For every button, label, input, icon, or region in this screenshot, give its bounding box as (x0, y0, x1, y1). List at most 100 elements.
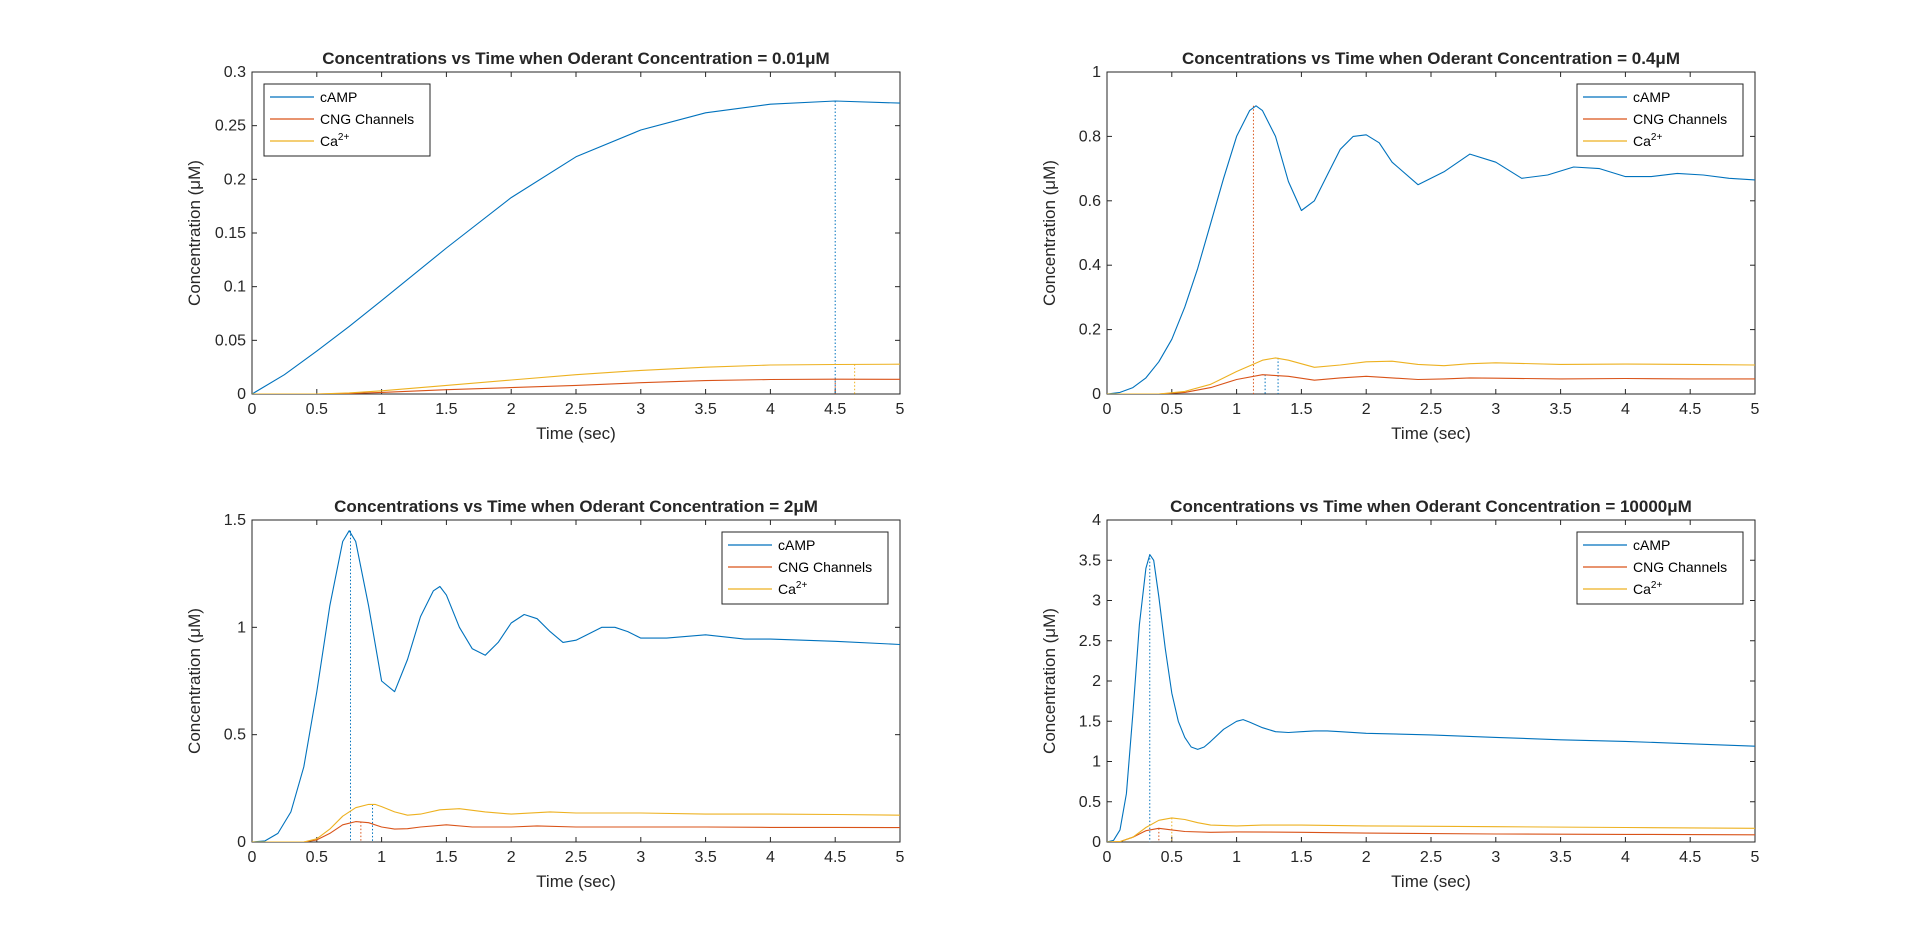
legend-label: cAMP (1633, 89, 1670, 105)
y-tick-label: 0.5 (1079, 794, 1101, 811)
series-line-2 (1107, 357, 1755, 394)
chart-title: Concentrations vs Time when Oderant Conc… (334, 497, 818, 516)
legend-box (721, 531, 889, 605)
x-tick-label: 3 (1491, 849, 1500, 866)
chart-title: Concentrations vs Time when Oderant Conc… (1182, 49, 1680, 68)
series-line-2 (1107, 817, 1755, 842)
x-tick-label: 2.5 (1420, 401, 1442, 418)
x-tick-label: 1 (1232, 849, 1241, 866)
legend-label: CNG Channels (1633, 111, 1727, 127)
x-tick-label: 3.5 (1549, 401, 1571, 418)
series-line-0 (1107, 554, 1755, 842)
legend-label: cAMP (778, 537, 815, 553)
x-tick-label: 0 (1103, 401, 1112, 418)
series-line-1 (1107, 374, 1755, 394)
x-tick-label: 2.5 (1420, 849, 1442, 866)
y-tick-label: 1 (237, 619, 246, 636)
x-axis-label: Time (sec) (536, 872, 616, 891)
subplot-4: 0 0.5 1 1.5 2 2.5 3 3.5 4 4.5 5 0 0.5 1 1.5 2 2.5 3 3.5 4 Co… (1040, 497, 1760, 891)
x-tick-label: 4.5 (824, 849, 846, 866)
x-tick-label: 3 (636, 401, 645, 418)
x-tick-label: 1 (377, 401, 386, 418)
series-line-0 (252, 100, 900, 394)
subplot-2: 0 0.5 1 1.5 2 2.5 3 3.5 4 4.5 5 0 0.2 0.4 0.6 0.8 1 Conce… (1040, 49, 1760, 443)
y-tick-label: 0.2 (1079, 322, 1101, 339)
x-tick-label: 0 (248, 849, 257, 866)
x-tick-label: 3.5 (694, 401, 716, 418)
y-tick-label: 0.2 (224, 171, 246, 188)
y-tick-label: 2 (1092, 673, 1101, 690)
x-tick-label: 3 (1491, 401, 1500, 418)
x-tick-label: 4 (766, 849, 775, 866)
x-tick-label: 1 (1232, 401, 1241, 418)
y-tick-label: 0.5 (224, 727, 246, 744)
x-tick-label: 1.5 (1290, 401, 1312, 418)
y-tick-label: 0 (237, 834, 246, 851)
x-tick-label: 0.5 (1161, 849, 1183, 866)
legend-label: CNG Channels (778, 559, 872, 575)
x-tick-label: 0.5 (306, 849, 328, 866)
series-line-0 (252, 530, 900, 842)
chart-title: Concentrations vs Time when Oderant Conc… (1170, 497, 1692, 516)
y-tick-label: 0 (237, 386, 246, 403)
x-tick-label: 5 (896, 849, 905, 866)
x-tick-label: 4.5 (1679, 849, 1701, 866)
x-tick-label: 0.5 (1161, 401, 1183, 418)
x-tick-label: 3 (636, 849, 645, 866)
x-tick-label: 4.5 (1679, 401, 1701, 418)
subplot-1: 0 0.5 1 1.5 2 2.5 3 3.5 4 4.5 5 0 0.05 0.1 0.15 0.2 0.25… (185, 49, 905, 443)
legend-label: cAMP (320, 89, 357, 105)
x-tick-label: 4.5 (824, 401, 846, 418)
legend-label: cAMP (1633, 537, 1670, 553)
series-line-2 (252, 363, 900, 394)
legend-box (263, 83, 431, 157)
y-tick-label: 1.5 (224, 512, 246, 529)
x-tick-label: 2 (507, 401, 516, 418)
x-axis-label: Time (sec) (1391, 872, 1471, 891)
y-tick-label: 0.25 (215, 118, 246, 135)
x-tick-label: 2 (507, 849, 516, 866)
series-line-0 (1107, 105, 1755, 394)
y-axis-label: Concentration (μM) (185, 160, 204, 306)
x-tick-label: 2.5 (565, 849, 587, 866)
x-tick-label: 4 (1621, 401, 1630, 418)
series-line-2 (252, 803, 900, 842)
x-tick-label: 1.5 (435, 401, 457, 418)
y-tick-label: 1 (1092, 64, 1101, 81)
x-tick-label: 2 (1362, 401, 1371, 418)
y-tick-label: 4 (1092, 512, 1101, 529)
x-tick-label: 5 (1751, 849, 1760, 866)
y-axis-label: Concentration (μM) (185, 608, 204, 754)
x-tick-label: 5 (1751, 401, 1760, 418)
series-line-1 (252, 821, 900, 842)
y-tick-label: 0.3 (224, 64, 246, 81)
x-tick-label: 1.5 (435, 849, 457, 866)
x-tick-label: 2.5 (565, 401, 587, 418)
y-tick-label: 1 (1092, 754, 1101, 771)
x-axis-label: Time (sec) (536, 424, 616, 443)
x-axis-label: Time (sec) (1391, 424, 1471, 443)
legend-label: CNG Channels (1633, 559, 1727, 575)
y-axis-label: Concentration (μM) (1040, 160, 1059, 306)
legend-box (1576, 83, 1744, 157)
y-tick-label: 0.4 (1079, 257, 1101, 274)
y-tick-label: 0.05 (215, 332, 246, 349)
y-tick-label: 0.8 (1079, 128, 1101, 145)
y-tick-label: 0 (1092, 386, 1101, 403)
y-axis-label: Concentration (μM) (1040, 608, 1059, 754)
legend-box (1576, 531, 1744, 605)
x-tick-label: 0 (1103, 849, 1112, 866)
y-tick-label: 0.15 (215, 225, 246, 242)
legend-label: CNG Channels (320, 111, 414, 127)
x-tick-label: 3.5 (1549, 849, 1571, 866)
y-tick-label: 0 (1092, 834, 1101, 851)
x-tick-label: 0.5 (306, 401, 328, 418)
x-tick-label: 4 (1621, 849, 1630, 866)
x-tick-label: 1.5 (1290, 849, 1312, 866)
x-tick-label: 5 (896, 401, 905, 418)
